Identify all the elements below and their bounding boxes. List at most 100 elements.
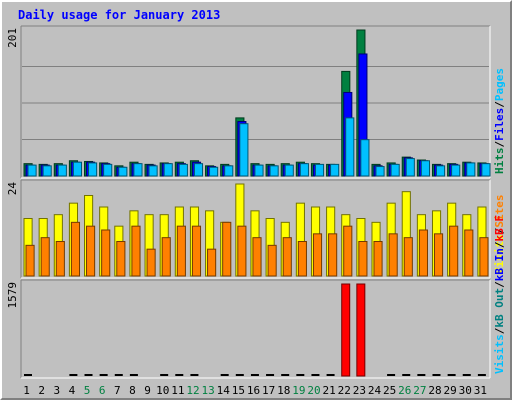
bar (314, 163, 325, 177)
bar (252, 237, 262, 277)
bar (387, 374, 396, 376)
bar (464, 229, 474, 277)
x-tick-label: 27 (413, 384, 426, 397)
bar (420, 160, 430, 177)
x-tick-label: 6 (99, 384, 106, 397)
legend-entry: Hits (493, 148, 506, 175)
bar (163, 163, 173, 177)
bar (358, 241, 368, 277)
x-tick-label: 7 (114, 384, 121, 397)
bar (24, 374, 32, 376)
bar (220, 374, 229, 376)
bar (296, 374, 305, 376)
bar (266, 374, 275, 376)
y-max-label: 1579 (6, 282, 19, 309)
bar (388, 233, 398, 277)
bar (131, 225, 141, 277)
x-tick-label: 4 (69, 384, 76, 397)
x-tick-label: 23 (353, 384, 366, 397)
bar (269, 165, 279, 177)
x-tick-label: 29 (444, 384, 457, 397)
bar (224, 165, 234, 177)
y-max-label: 24 (6, 182, 19, 196)
bar (25, 244, 35, 277)
bar (72, 161, 83, 177)
chart-panels: 201Hits/Files/Pages24Visits/Sites1579Vis… (6, 25, 506, 379)
bar (417, 374, 426, 376)
bar (312, 233, 323, 277)
bar (418, 229, 428, 277)
legend-entry: Files (493, 108, 506, 141)
bar (193, 163, 204, 177)
bar (299, 163, 309, 177)
x-tick-label: 25 (383, 384, 396, 397)
bar (160, 374, 169, 376)
bar (84, 374, 93, 376)
bar (403, 237, 413, 277)
x-tick-label: 12 (186, 384, 199, 397)
x-tick-label: 2 (38, 384, 45, 397)
series-pages (27, 117, 491, 177)
bar (250, 374, 259, 376)
x-axis-day-labels: 1 2 3 4 5 6 7 8 9 10 11 12 13 14 15 16 17 18 19 20 21 22 23 24 2… (23, 384, 487, 397)
bar (405, 158, 415, 177)
chart-title: Daily usage for January 2013 (18, 8, 220, 22)
bar (101, 229, 111, 277)
bar (466, 162, 476, 177)
bar (175, 374, 184, 376)
series-kb-f (24, 283, 486, 377)
plot-area (21, 280, 490, 378)
bar (178, 163, 188, 177)
legend-entry: kB F (493, 215, 506, 242)
bar (311, 374, 320, 376)
bar (479, 237, 489, 277)
x-tick-label: 10 (156, 384, 169, 397)
bar (222, 221, 232, 277)
panel-2: 24 Visits/Sites (6, 179, 506, 279)
bar (70, 221, 81, 277)
bar (86, 225, 96, 277)
bar (360, 139, 370, 177)
bar (114, 374, 123, 376)
bar (191, 225, 202, 277)
panel-legend: Hits/Files/Pages (493, 68, 506, 174)
legend-entry: Visits (493, 234, 506, 274)
bar (116, 241, 126, 277)
bar (373, 241, 383, 277)
bar (390, 163, 400, 177)
x-tick-label: 30 (459, 384, 472, 397)
bar (462, 374, 471, 376)
legend-entry: Pages (493, 68, 506, 101)
bar (267, 244, 277, 277)
x-tick-label: 26 (398, 384, 411, 397)
bar (402, 374, 411, 376)
x-tick-label: 28 (428, 384, 441, 397)
bar (190, 374, 199, 376)
bar (118, 166, 128, 177)
bar (356, 283, 366, 377)
bar (148, 165, 158, 177)
bar (345, 117, 355, 177)
panel-legend: Visits/Sites (493, 195, 506, 275)
legend-entry: / (493, 327, 506, 334)
bar (99, 374, 108, 376)
x-tick-label: 14 (217, 384, 231, 397)
bar (239, 123, 249, 177)
bar (282, 237, 292, 277)
bar (40, 237, 50, 277)
legend-entry: / (493, 141, 506, 148)
series-sites (25, 221, 489, 277)
bar (343, 225, 353, 277)
x-tick-label: 18 (277, 384, 290, 397)
x-tick-label: 11 (171, 384, 184, 397)
bar (284, 164, 294, 177)
bar (254, 164, 264, 177)
bar (451, 164, 461, 177)
bar (27, 164, 37, 177)
bar (146, 248, 156, 277)
bar (326, 374, 335, 376)
bar (449, 225, 459, 277)
